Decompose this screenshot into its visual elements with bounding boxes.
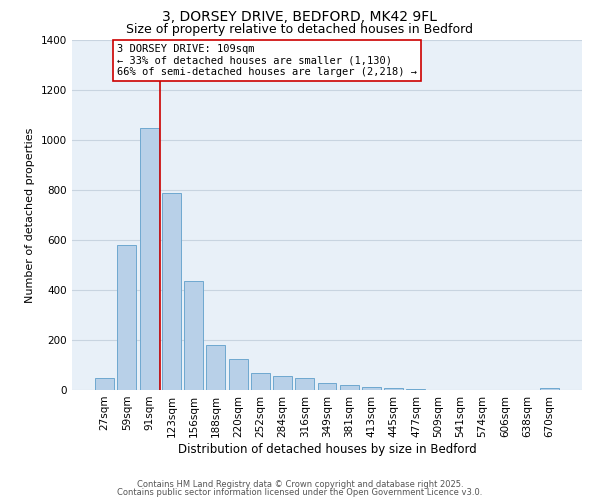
Bar — [406, 389, 425, 390]
Bar — [384, 388, 403, 390]
Bar — [251, 372, 270, 390]
X-axis label: Distribution of detached houses by size in Bedford: Distribution of detached houses by size … — [178, 442, 476, 456]
Text: Contains public sector information licensed under the Open Government Licence v3: Contains public sector information licen… — [118, 488, 482, 497]
Bar — [317, 382, 337, 390]
Bar — [340, 385, 359, 390]
Bar — [229, 359, 248, 390]
Bar — [206, 345, 225, 390]
Text: 3, DORSEY DRIVE, BEDFORD, MK42 9FL: 3, DORSEY DRIVE, BEDFORD, MK42 9FL — [163, 10, 437, 24]
Bar — [295, 378, 314, 390]
Y-axis label: Number of detached properties: Number of detached properties — [25, 128, 35, 302]
Text: Size of property relative to detached houses in Bedford: Size of property relative to detached ho… — [127, 22, 473, 36]
Bar — [95, 378, 114, 390]
Bar — [118, 245, 136, 390]
Bar — [540, 388, 559, 390]
Text: Contains HM Land Registry data © Crown copyright and database right 2025.: Contains HM Land Registry data © Crown c… — [137, 480, 463, 489]
Bar — [362, 387, 381, 390]
Bar — [140, 128, 158, 390]
Bar — [184, 281, 203, 390]
Bar — [273, 376, 292, 390]
Bar — [162, 192, 181, 390]
Text: 3 DORSEY DRIVE: 109sqm
← 33% of detached houses are smaller (1,130)
66% of semi-: 3 DORSEY DRIVE: 109sqm ← 33% of detached… — [117, 44, 417, 77]
